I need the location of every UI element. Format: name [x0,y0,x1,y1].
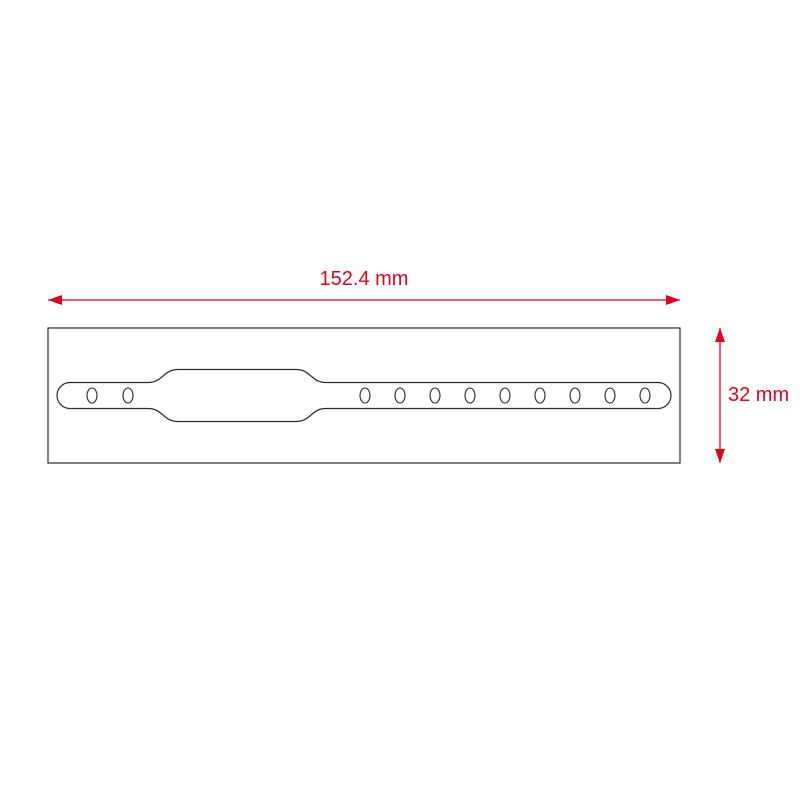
wristband-hole [500,388,510,403]
wristband-hole [570,388,580,403]
arrow-up-icon [715,328,725,342]
width-dimension: 152.4 mm [48,268,680,305]
wristband-hole [395,388,405,403]
width-dim-label: 152.4 mm [320,268,409,290]
bounding-rect [48,328,680,463]
wristband-hole [123,388,133,403]
arrow-right-icon [666,295,680,305]
wristband-hole [535,388,545,403]
wristband-hole [640,388,650,403]
wristband-hole [430,388,440,403]
arrow-left-icon [48,295,62,305]
arrow-down-icon [715,449,725,463]
height-dim-label: 32 mm [728,384,789,406]
wristband-hole [605,388,615,403]
wristband-holes [87,388,650,403]
wristband-hole [87,388,97,403]
diagram-canvas: 152.4 mm 32 mm [0,0,800,800]
height-dimension: 32 mm [715,328,789,463]
wristband-outline [57,370,671,422]
wristband-hole [465,388,475,403]
wristband-hole [360,388,370,403]
